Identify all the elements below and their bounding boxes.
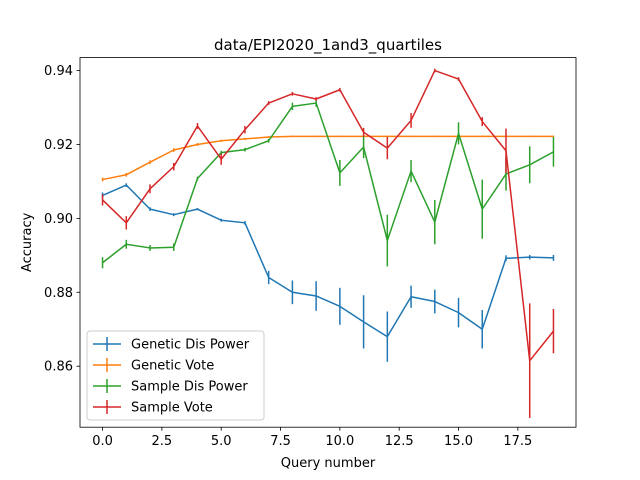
x-tick-label: 10.0 [325,434,354,449]
series-genetic-dis-power [101,183,555,362]
series-sample-dis-power [101,99,555,269]
legend-label: Genetic Dis Power [131,338,250,353]
x-tick-label: 12.5 [385,434,414,449]
series-sample-vote [101,68,555,418]
x-tick-label: 17.5 [503,434,532,449]
x-tick-label: 15.0 [444,434,473,449]
y-tick-label: 0.92 [44,138,73,153]
x-tick-label: 0.0 [92,434,113,449]
y-axis: 0.86 0.88 0.90 0.92 0.94 [44,64,80,375]
plot-area [101,68,555,418]
y-tick-label: 0.86 [44,360,73,375]
y-tick-label: 0.90 [44,212,73,227]
y-axis-label: Accuracy [20,212,35,272]
x-tick-label: 2.5 [152,434,173,449]
legend-label: Sample Dis Power [131,380,248,395]
legend: Genetic Dis Power Genetic Vote Sample Dis … [86,330,265,421]
x-axis-label: Query number [281,456,376,471]
axes-frame [79,57,577,428]
y-tick-label: 0.94 [44,64,73,79]
x-tick-label: 7.5 [270,434,291,449]
y-tick-label: 0.88 [44,286,73,301]
legend-label: Sample Vote [131,401,213,416]
legend-box [86,330,265,421]
series-line [102,69,555,362]
chart-title: data/EPI2020_1and3_quartiles [214,36,442,55]
x-tick-label: 5.0 [211,434,232,449]
legend-label: Genetic Vote [131,359,214,374]
x-axis: 0.0 2.5 5.0 7.5 10.0 12.5 15.0 17.5 [92,427,532,449]
series-line [102,102,554,264]
series-line [102,184,554,338]
